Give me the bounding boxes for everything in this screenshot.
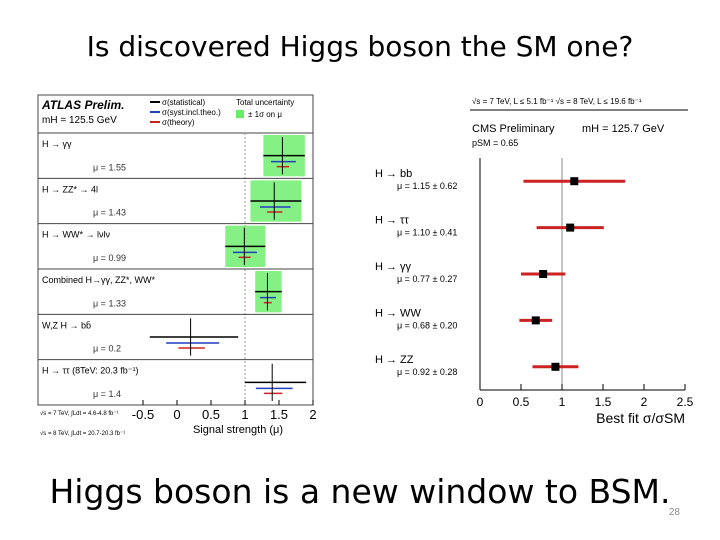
cms-point — [531, 316, 540, 325]
cms-channel-label: H → ττ — [375, 215, 409, 227]
cms-title: CMS Preliminary — [472, 123, 555, 135]
cms-x-tick-label: 0.5 — [513, 395, 530, 409]
atlas-x-tick-label: 1 — [241, 407, 248, 422]
atlas-mu-label: μ = 0.2 — [93, 344, 121, 354]
cms-channel-label: H → ZZ — [375, 354, 414, 366]
cms-point — [551, 362, 560, 371]
atlas-title: ATLAS Prelim. — [41, 98, 124, 112]
atlas-channel-label: H → WW* → lνlν — [42, 230, 110, 240]
cms-header: √s = 7 TeV, L ≤ 5.1 fb⁻¹ √s = 8 TeV, L ≤… — [472, 97, 642, 106]
cms-channel-label: H → γγ — [375, 261, 412, 273]
cms-channel-label: H → WW — [375, 307, 421, 319]
atlas-chart: ATLAS Prelim. mH = 125.5 GeV σ(statistical… — [37, 94, 317, 437]
cms-p-value: pSM = 0.65 — [472, 138, 518, 148]
atlas-legend-swatch — [236, 110, 244, 118]
cms-mu-label: μ = 1.10 ± 0.41 — [397, 228, 457, 238]
atlas-channel-label: Combined H→γγ, ZZ*, WW* — [42, 275, 156, 285]
cms-point — [566, 223, 575, 232]
atlas-channel-label: H → ZZ* → 4l — [42, 184, 98, 194]
page-number: 28 — [668, 507, 680, 518]
atlas-x-tick-label: 2 — [309, 407, 316, 422]
atlas-x-axis-label: Signal strength (μ) — [193, 424, 283, 436]
atlas-channel-label: H → γγ — [42, 139, 72, 149]
cms-chart: √s = 7 TeV, L ≤ 5.1 fb⁻¹ √s = 8 TeV, L ≤… — [375, 97, 694, 426]
atlas-channel-label: H → ττ (8TeV: 20.3 fb⁻¹) — [42, 366, 139, 376]
cms-mu-label: μ = 0.68 ± 0.20 — [397, 320, 457, 330]
cms-point — [539, 270, 548, 278]
cms-x-axis-label: Best fit σ/σSM — [596, 410, 685, 426]
cms-mu-label: μ = 0.92 ± 0.28 — [397, 367, 457, 377]
cms-mu-label: μ = 0.77 ± 0.27 — [397, 274, 457, 284]
cms-point — [570, 177, 579, 186]
atlas-x-tick-label: 0 — [173, 407, 180, 422]
cms-x-tick-label: 2.5 — [677, 395, 694, 409]
atlas-channel-label: W,Z H → bb̄ — [42, 320, 91, 330]
atlas-x-tick-label: 0.5 — [202, 407, 220, 422]
cms-mu-label: μ = 1.15 ± 0.62 — [397, 181, 457, 191]
slide-footer: Higgs boson is a new window to BSM. — [49, 472, 671, 511]
atlas-mu-label: μ = 1.43 — [93, 208, 126, 218]
atlas-mu-label: μ = 0.99 — [93, 253, 126, 263]
cms-x-tick-label: 1.5 — [595, 395, 612, 409]
cms-x-tick-label: 0 — [477, 395, 484, 409]
atlas-x-tick-label: -0.5 — [132, 407, 154, 422]
atlas-mu-label: μ = 1.4 — [93, 389, 121, 399]
atlas-x-tick-label: 1.5 — [270, 407, 288, 422]
slide-title: Is discovered Higgs boson the SM one? — [86, 30, 634, 63]
cms-channel-label: H → bb — [375, 168, 412, 180]
cms-x-tick-label: 2 — [641, 395, 648, 409]
atlas-footnote: √s = 8 TeV, ∫Ldt = 20.7-20.3 fb⁻¹ — [40, 430, 125, 437]
cms-x-tick-label: 1 — [559, 395, 566, 409]
atlas-legend-label: Total uncertainty — [236, 98, 294, 107]
atlas-footnote: √s = 7 TeV, ∫Ldt = 4.6-4.8 fb⁻¹ — [40, 410, 119, 417]
atlas-legend-label: σ(statistical) — [162, 98, 206, 107]
atlas-mu-label: μ = 1.55 — [93, 162, 126, 172]
cms-subtitle: mH = 125.7 GeV — [582, 123, 665, 135]
atlas-legend-label: σ(syst.incl.theo.) — [162, 108, 221, 117]
atlas-mu-label: μ = 1.33 — [93, 298, 126, 308]
atlas-legend-label: σ(theory) — [162, 118, 195, 127]
atlas-legend-label: ± 1σ on μ — [248, 110, 282, 119]
atlas-subtitle: mH = 125.5 GeV — [42, 115, 117, 126]
